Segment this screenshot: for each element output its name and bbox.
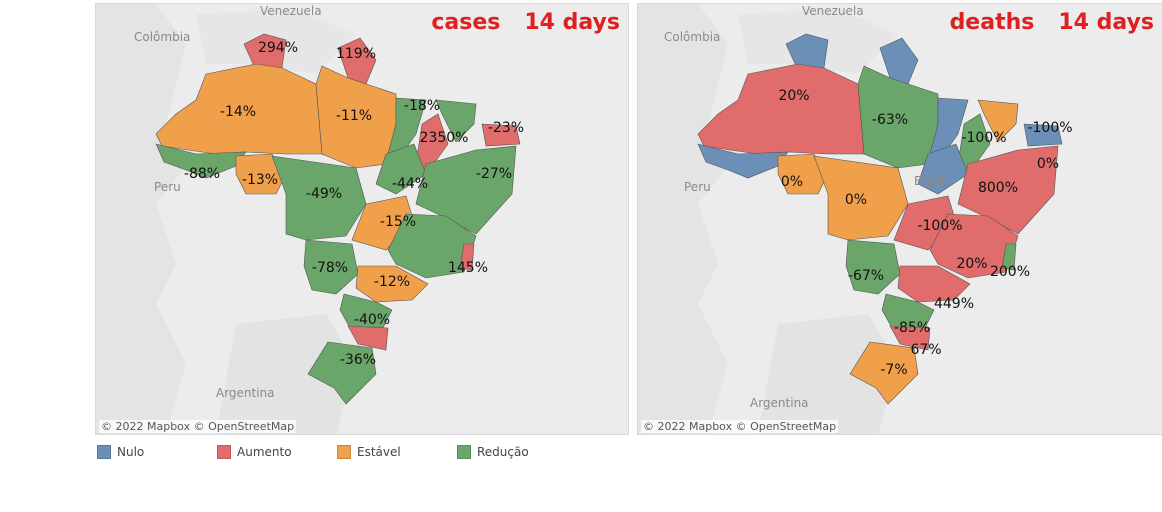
country-label-peru: Peru <box>154 180 181 194</box>
state-bahia <box>957 145 1059 235</box>
legend-label-aumento: Aumento <box>237 445 292 459</box>
state-tocantins <box>375 143 427 195</box>
deaths-label-sao-paulo: 449% <box>933 296 975 312</box>
state-amapa <box>879 37 919 85</box>
state-bahia <box>415 145 517 235</box>
deaths-label-mato-grosso: 0% <box>844 192 868 208</box>
cases-label-roraima: 294% <box>257 40 299 56</box>
country-label-argentina: Argentina <box>216 386 275 400</box>
cases-label-ms: -78% <box>311 260 349 276</box>
deaths-label-goias: -100% <box>917 218 963 234</box>
legend-item-reducao[interactable]: Redução <box>457 445 529 459</box>
legend-item-nulo[interactable]: Nulo <box>97 445 144 459</box>
state-mato-grosso <box>813 155 909 241</box>
state-minas <box>929 213 1019 279</box>
state-acre <box>155 143 247 179</box>
cases-map-attribution[interactable]: © 2022 Mapbox © OpenStreetMap <box>99 420 297 433</box>
cases-label-santa-catarina: -40% <box>353 312 391 328</box>
cases-label-maranhao: -18% <box>403 98 441 114</box>
deaths-label-para: -63% <box>871 112 909 128</box>
deaths-map-panel[interactable]: deaths 14 days Venezuela Colômbia Peru Ar… <box>637 3 1162 435</box>
state-santa-catarina <box>347 325 389 351</box>
deaths-label-rgs: -7% <box>880 362 908 378</box>
legend-label-estavel: Estável <box>357 445 401 459</box>
state-sao-paulo <box>355 265 429 303</box>
state-ms <box>303 239 359 295</box>
deaths-label-amazonas: 20% <box>778 88 810 104</box>
cases-label-rondonia: -13% <box>241 172 279 188</box>
cases-label-piaui: 2350% <box>419 130 469 146</box>
cases-label-espirito-santo: 145% <box>447 260 489 276</box>
deaths-title-period: 14 days <box>1058 10 1154 35</box>
state-amapa <box>337 37 377 85</box>
state-espirito-santo <box>1001 243 1017 271</box>
state-rgs <box>849 341 919 405</box>
cases-title: cases 14 days <box>431 10 620 35</box>
state-ceara <box>977 99 1019 143</box>
country-label-brazil: Brazil <box>914 174 948 188</box>
deaths-label-ms: -67% <box>847 268 885 284</box>
legend-label-reducao: Redução <box>477 445 529 459</box>
legend-swatch-nulo <box>97 445 111 459</box>
legend-label-nulo: Nulo <box>117 445 145 459</box>
deaths-label-rondonia: 0% <box>780 174 804 190</box>
state-santa-catarina <box>889 325 931 351</box>
cases-label-goias: -15% <box>379 214 417 230</box>
state-ceara <box>435 99 477 143</box>
deaths-label-alagoas: 0% <box>1036 156 1060 172</box>
state-minas <box>387 213 477 279</box>
country-label-peru: Peru <box>684 180 711 194</box>
deaths-map-attribution[interactable]: © 2022 Mapbox © OpenStreetMap <box>641 420 839 433</box>
deaths-title-metric: deaths <box>949 10 1035 35</box>
deaths-label-bahia: 800% <box>977 180 1019 196</box>
state-sao-paulo <box>897 265 971 303</box>
legend-swatch-reducao <box>457 445 471 459</box>
legend-item-aumento[interactable]: Aumento <box>217 445 292 459</box>
legend-swatch-estavel <box>337 445 351 459</box>
cases-label-bahia: -27% <box>475 166 513 182</box>
cases-map-panel[interactable]: cases 14 days Venezuela Colômbia Peru Arg… <box>95 3 629 435</box>
deaths-title: deaths 14 days <box>950 10 1154 35</box>
country-label-venezuela: Venezuela <box>260 4 322 18</box>
cases-label-amazonas: -14% <box>219 104 257 120</box>
state-rn-pb <box>481 123 521 147</box>
country-label-colombia: Colômbia <box>134 30 191 44</box>
cases-title-period: 14 days <box>524 10 620 35</box>
cases-label-para: -11% <box>335 108 373 124</box>
cases-label-amapa: 119% <box>335 46 377 62</box>
state-tocantins <box>917 143 969 195</box>
legend-item-estavel[interactable]: Estável <box>337 445 401 459</box>
legend-swatch-aumento <box>217 445 231 459</box>
deaths-label-piaui: -100% <box>961 130 1007 146</box>
cases-label-mato-grosso: -49% <box>305 186 343 202</box>
country-label-argentina: Argentina <box>750 396 809 410</box>
cases-title-metric: cases <box>431 10 501 35</box>
cases-label-rgs: -36% <box>339 352 377 368</box>
cases-label-tocantins: -44% <box>391 176 429 192</box>
deaths-label-rn-pb: -100% <box>1027 120 1073 136</box>
state-rn-pb <box>1023 123 1063 147</box>
state-rgs <box>307 341 377 405</box>
state-rondonia <box>235 153 287 195</box>
deaths-label-parana: -85% <box>893 320 931 336</box>
country-label-colombia: Colômbia <box>664 30 721 44</box>
state-mato-grosso <box>271 155 367 241</box>
cases-label-rn-pb: -23% <box>487 120 525 136</box>
country-label-venezuela: Venezuela <box>802 4 864 18</box>
deaths-label-santa-catarina: 67% <box>910 342 942 358</box>
cases-label-sao-paulo: -12% <box>373 274 411 290</box>
deaths-label-espirito-santo: 200% <box>989 264 1031 280</box>
cases-label-acre: -88% <box>183 166 221 182</box>
state-rondonia <box>777 153 829 195</box>
deaths-map <box>638 4 1162 434</box>
deaths-label-minas: 20% <box>956 256 988 272</box>
state-espirito-santo <box>459 243 475 271</box>
state-acre <box>697 143 789 179</box>
state-ms <box>845 239 901 295</box>
cases-map <box>96 4 628 434</box>
